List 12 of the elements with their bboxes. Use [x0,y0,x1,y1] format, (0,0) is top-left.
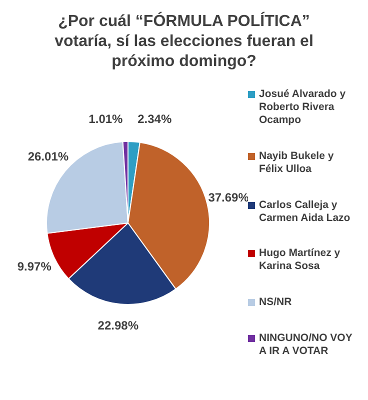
data-label: 1.01% [88,112,124,126]
data-label: 22.98% [98,318,139,332]
legend-label: NINGUNO/NO VOY A IR A VOTAR [259,332,354,358]
legend-label: Carlos Calleja y Carmen Aida Lazo [259,198,352,225]
data-label: 9.97% [17,259,52,274]
legend-label: NS/NR [259,296,292,310]
legend-label: Hugo Martínez y Karina Sosa [259,247,342,274]
legend-label: Josué Alvarado y Roberto Rivera Ocampo [259,88,347,127]
legend-label: Nayib Bukele y Félix Ulloa [259,150,335,176]
data-label: 26.01% [28,149,69,164]
chart-title: ¿Por cuál “FÓRMULA POLÍTICA” votaría, sí las elecciones fueran el próximo domingo? [54,10,314,72]
data-label: 2.34% [138,112,172,126]
